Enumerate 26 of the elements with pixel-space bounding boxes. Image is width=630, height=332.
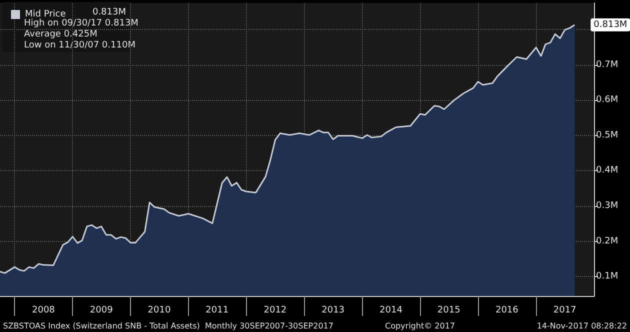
y-tick-label: 0.3M — [596, 200, 618, 211]
x-tick-label: 2014 — [380, 306, 403, 316]
x-tick-label: 2008 — [32, 306, 56, 316]
y-tick-label: 0.5M — [596, 130, 618, 140]
annotation: Low on 11/30/07 0.110M — [24, 40, 136, 50]
text: SZBSTOAS Index (Switzerland SNB - Total Assets) Monthly 30SEP2007-30SEP2017 — [3, 322, 334, 330]
text: 14-Nov-2017 08:28:22 — [536, 322, 627, 330]
x-tick-label: 2012 — [264, 306, 287, 316]
annotation: Average 0.425M — [24, 30, 98, 40]
y-tick-label: 0.2M — [596, 236, 618, 246]
text: Copyright© 2017 — [385, 322, 455, 330]
x-tick-label: 2015 — [437, 306, 460, 316]
y-tick-label: 0.1M — [596, 272, 618, 282]
x-tick-label: 2017 — [553, 306, 576, 316]
legend-label: Mid Price — [25, 10, 66, 20]
annotation: 0.813M — [594, 20, 628, 30]
x-tick-label: 2011 — [206, 306, 229, 316]
x-tick-label: 2010 — [148, 306, 171, 316]
annotation: 0.813M — [92, 8, 126, 18]
y-tick-label: 0.4M — [596, 166, 618, 176]
y-tick-label: 0.6M — [596, 95, 618, 106]
y-tick-label: 0.7M — [596, 60, 618, 70]
x-tick-label: 2016 — [495, 306, 519, 316]
x-tick-label: 2009 — [90, 306, 114, 316]
annotation: High on 09/30/17 0.813M — [24, 18, 138, 28]
x-tick-label: 2013 — [322, 306, 345, 316]
